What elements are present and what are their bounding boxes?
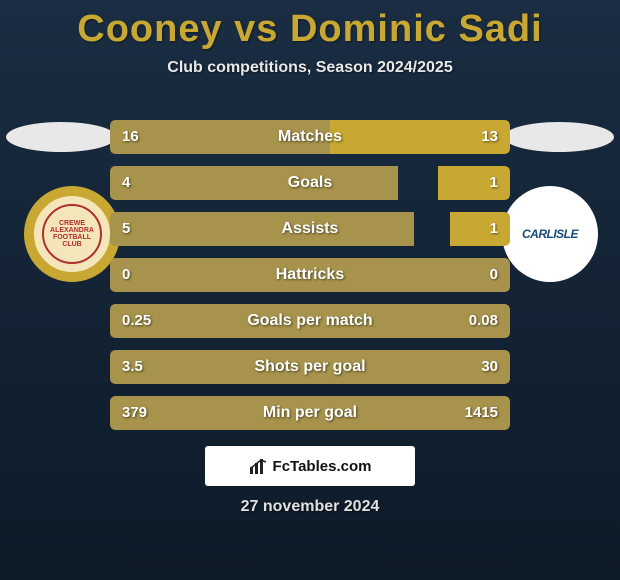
stat-label: Min per goal [110, 396, 510, 430]
stat-label: Assists [110, 212, 510, 246]
stat-row: 51Assists [110, 212, 510, 246]
stat-row: 1613Matches [110, 120, 510, 154]
page-subtitle: Club competitions, Season 2024/2025 [0, 59, 620, 77]
club-name-left: CREWE ALEXANDRA [44, 220, 100, 234]
club-name-right: CARLISLE [522, 227, 578, 241]
stat-row: 3791415Min per goal [110, 396, 510, 430]
stat-label: Matches [110, 120, 510, 154]
stat-row: 0.250.08Goals per match [110, 304, 510, 338]
fctables-badge: FcTables.com [205, 446, 415, 486]
stat-row: 3.530Shots per goal [110, 350, 510, 384]
fctables-label: FcTables.com [273, 458, 372, 475]
club-sub-left: FOOTBALL CLUB [44, 234, 100, 248]
date-label: 27 november 2024 [0, 498, 620, 516]
stats-container: 1613Matches 41Goals 51Assists 00Hattricks 0.… [110, 120, 510, 442]
stat-row: 00Hattricks [110, 258, 510, 292]
club-badge-right: CARLISLE [502, 186, 598, 282]
stat-label: Shots per goal [110, 350, 510, 384]
club-badge-left: CREWE ALEXANDRA FOOTBALL CLUB [24, 186, 120, 282]
stat-label: Hattricks [110, 258, 510, 292]
chart-icon [249, 457, 269, 475]
page-title: Cooney vs Dominic Sadi [0, 0, 620, 51]
player-placeholder-left [6, 122, 116, 152]
stat-row: 41Goals [110, 166, 510, 200]
player-placeholder-right [504, 122, 614, 152]
stat-label: Goals per match [110, 304, 510, 338]
stat-label: Goals [110, 166, 510, 200]
